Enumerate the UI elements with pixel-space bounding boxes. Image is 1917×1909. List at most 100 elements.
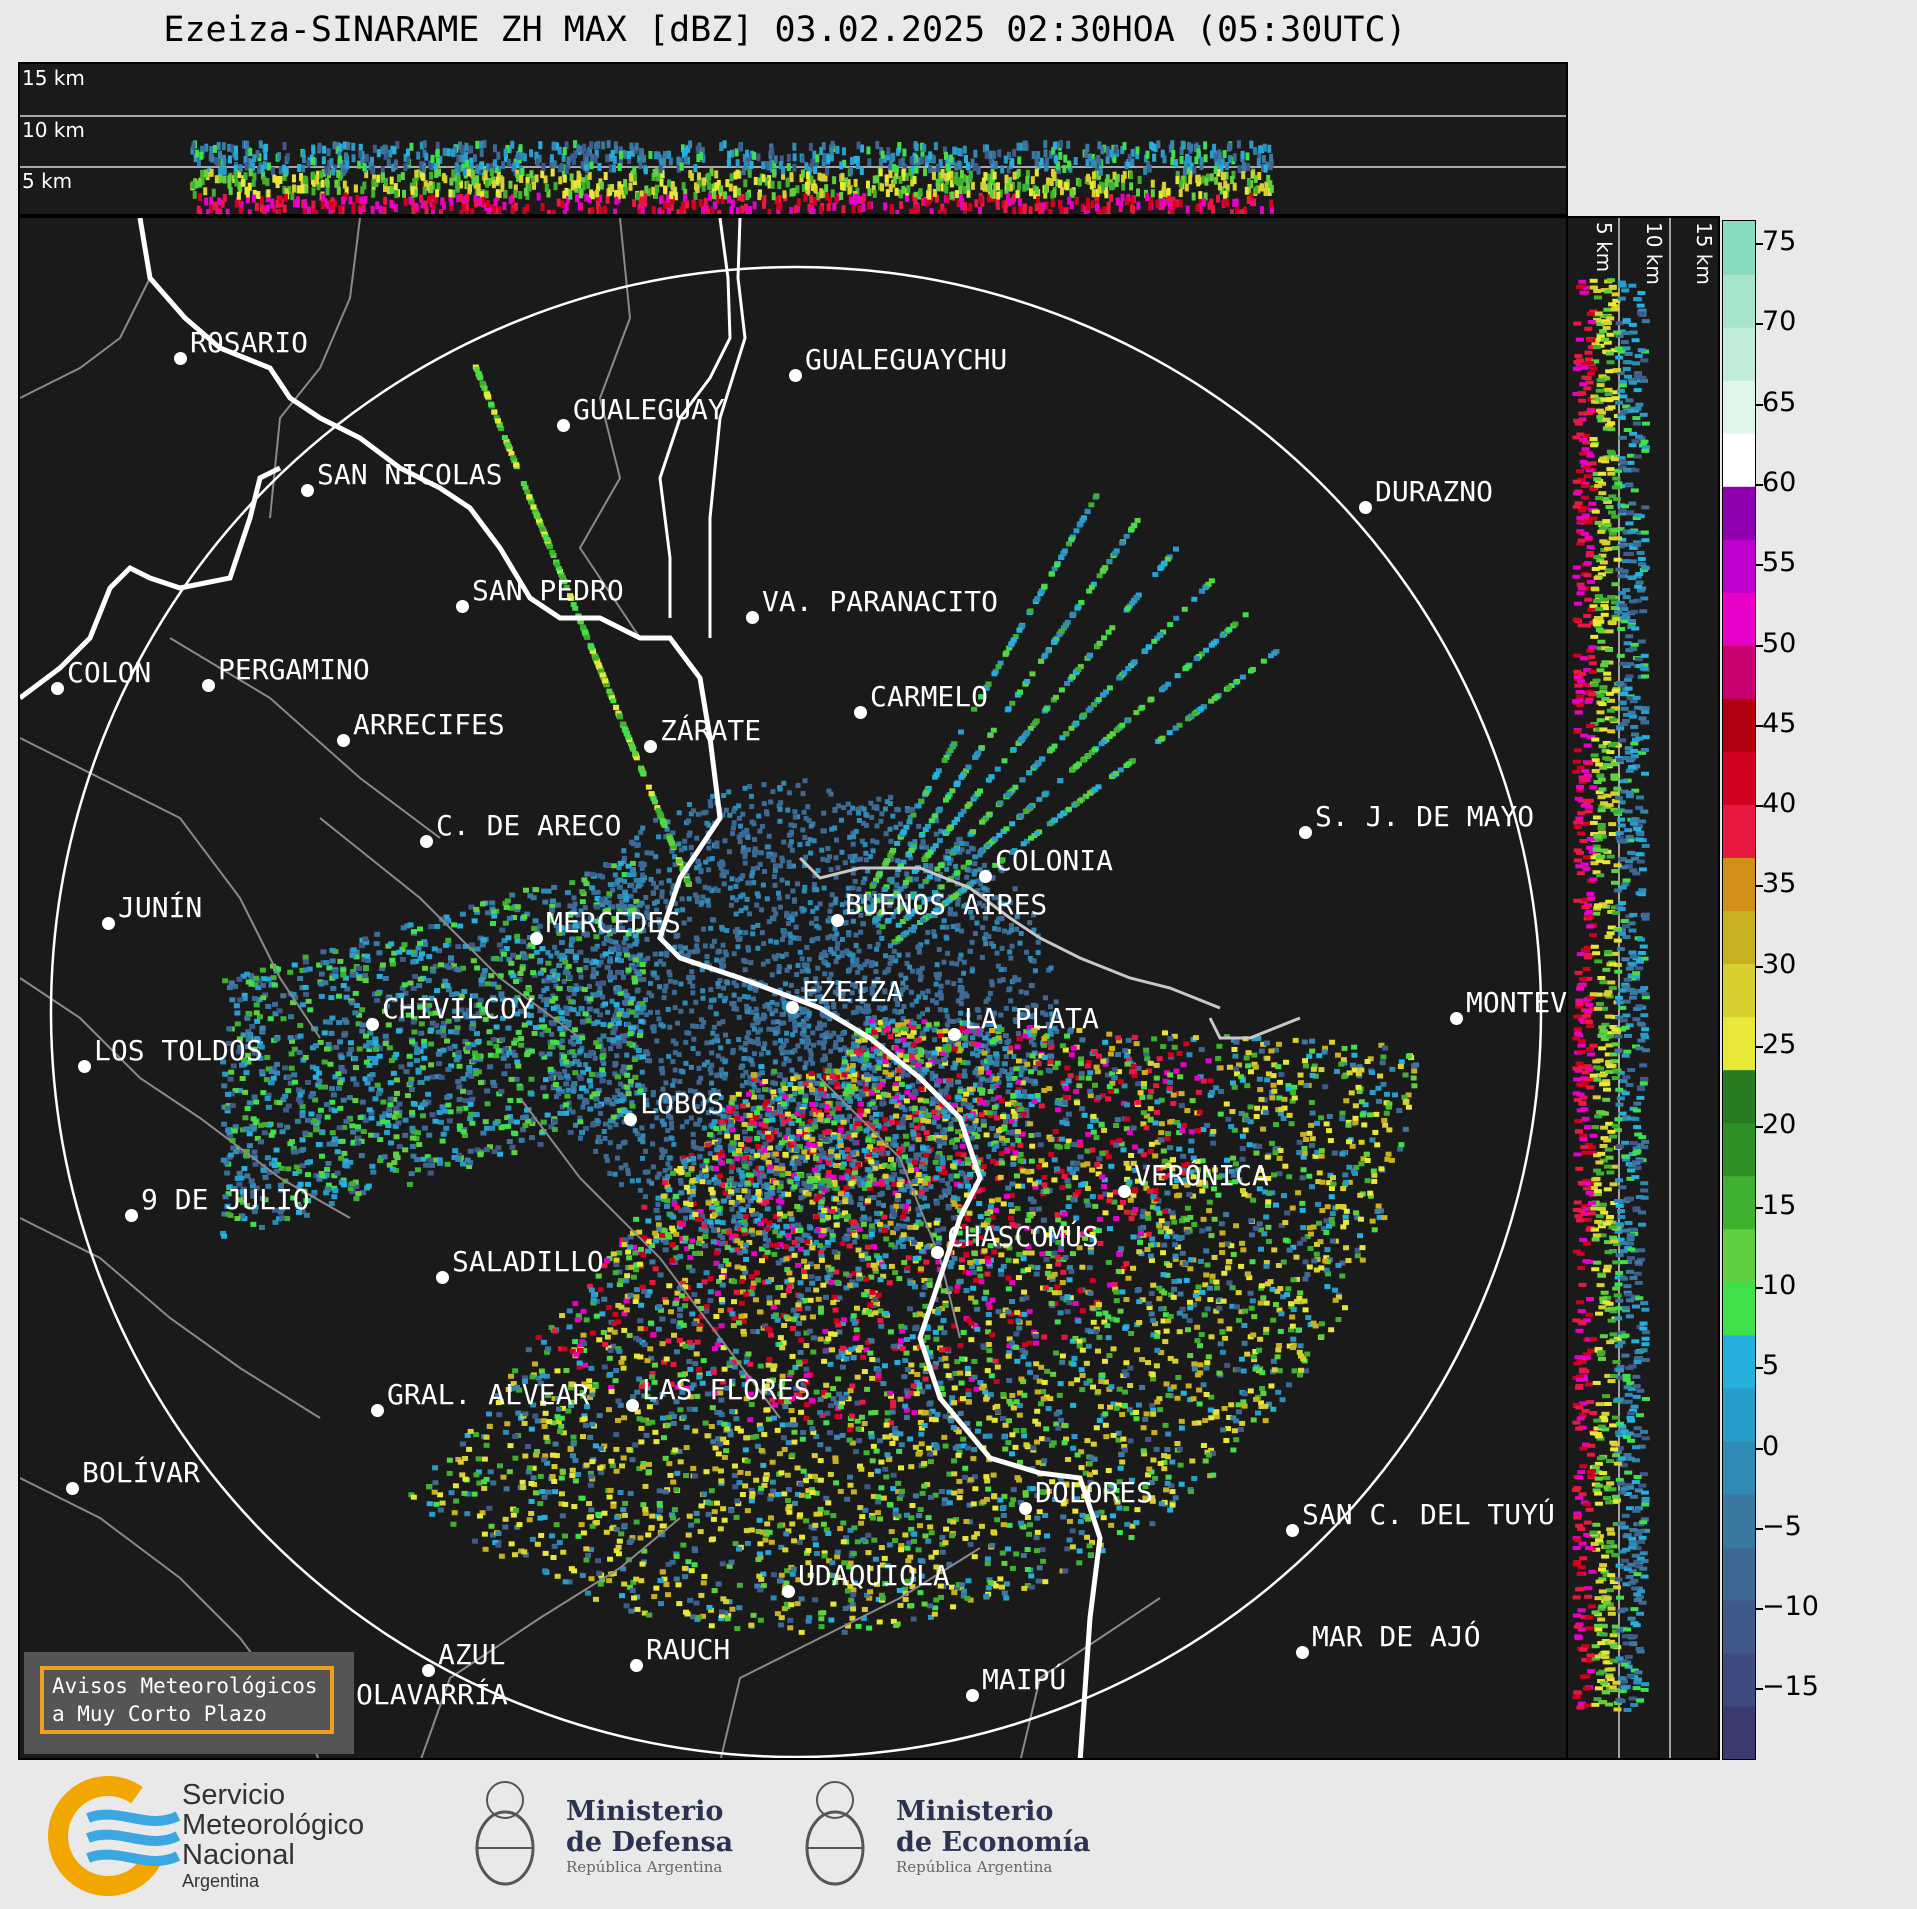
xsec-cell (701, 177, 706, 186)
xsec-cell (695, 184, 700, 193)
xsec-cell (618, 150, 623, 159)
xsec-cell (927, 191, 932, 200)
echo-cell (807, 1235, 813, 1241)
echo-cell (964, 874, 970, 880)
xsec-cell (353, 184, 358, 193)
echo-cell (825, 962, 831, 968)
echo-cell (1003, 1137, 1010, 1143)
echo-cell (743, 930, 749, 936)
xsec-cell (710, 206, 715, 214)
xsec-cell (380, 166, 385, 175)
echo-cell (975, 1052, 981, 1058)
xsec-cell (403, 163, 408, 172)
xsec-cell (587, 171, 592, 180)
echo-cell (954, 961, 960, 967)
echo-cell (662, 1168, 668, 1174)
echo-cell (798, 1195, 804, 1201)
echo-cell (868, 1122, 874, 1128)
echo-cell (874, 839, 880, 845)
xsec-cell (842, 147, 847, 156)
xsec-cell (728, 183, 733, 192)
echo-cell (594, 943, 600, 949)
xsec-cell (1209, 173, 1214, 182)
echo-cell (731, 808, 737, 814)
echo-cell (912, 1312, 919, 1318)
echo-cell (871, 804, 877, 810)
echo-cell (992, 1110, 998, 1116)
echo-cell (547, 1069, 553, 1075)
echo-cell (863, 1003, 869, 1009)
xsec-cell (866, 146, 871, 155)
echo-cell (1012, 975, 1018, 981)
echo-cell (822, 949, 828, 955)
echo-cell (934, 1000, 940, 1006)
xsec-cell (557, 146, 562, 155)
xsec-cell (332, 199, 337, 208)
xsec-cell (479, 149, 484, 158)
echo-cell (741, 982, 747, 988)
echo-cell (793, 924, 799, 930)
xsec-cell (857, 205, 862, 214)
echo-cell (914, 895, 920, 901)
echo-cell (889, 1204, 895, 1210)
echo-cell (699, 967, 705, 973)
xsec-cell (496, 166, 501, 175)
xsec-cell (1143, 166, 1148, 175)
echo-cell (813, 916, 819, 922)
xsec-cell (276, 152, 281, 161)
echo-cell (855, 806, 861, 812)
xsec-cell (1105, 155, 1110, 164)
xsec-cell (743, 179, 748, 188)
echo-cell (637, 1187, 643, 1193)
echo-cell (556, 1540, 563, 1546)
echo-cell (660, 1094, 666, 1100)
echo-cell (812, 873, 818, 879)
echo-cell (829, 1229, 835, 1235)
echo-cell (803, 979, 809, 985)
xsec-cell (1044, 201, 1049, 210)
echo-cell (651, 970, 657, 976)
echo-cell (663, 834, 669, 840)
echo-cell (874, 823, 880, 829)
echo-cell (737, 996, 743, 1002)
xsec-cell (925, 155, 930, 164)
echo-cell (712, 1038, 718, 1044)
xsec-cell (1178, 199, 1183, 208)
echo-cell (876, 929, 882, 935)
echo-cell (805, 1124, 811, 1130)
echo-cell (835, 1132, 842, 1138)
echo-cell (958, 1585, 965, 1591)
xsec-cell (834, 196, 839, 205)
echo-cell (668, 1105, 674, 1111)
echo-cell (745, 994, 751, 1000)
echo-cell (1031, 958, 1037, 964)
xsec-cell (1263, 164, 1268, 173)
xsec-cell (1106, 207, 1111, 214)
xsec-cell (342, 167, 347, 176)
echo-cell (567, 903, 573, 909)
echo-cell (1235, 1402, 1242, 1408)
echo-cell (713, 1099, 719, 1105)
xsec-cell (1098, 167, 1103, 176)
echo-cell (539, 1031, 545, 1037)
echo-cell (731, 1214, 737, 1220)
xsec-cell (464, 202, 469, 211)
echo-cell (752, 836, 758, 842)
echo-cell (658, 1066, 664, 1072)
xsec-cell (1242, 206, 1247, 214)
xsec-cell (1044, 185, 1049, 194)
echo-cell (678, 1008, 684, 1014)
xsec-cell (776, 204, 781, 213)
echo-cell (695, 1051, 701, 1057)
xsec-cell (981, 177, 986, 186)
echo-cell (629, 1178, 635, 1184)
echo-cell (737, 1182, 743, 1188)
xsec-cell (371, 178, 376, 187)
echo-cell (822, 1053, 828, 1059)
xsec-cell (320, 193, 325, 202)
echo-cell (740, 1073, 746, 1079)
xsec-cell (1043, 190, 1048, 199)
xsec-cell (1032, 185, 1037, 194)
xsec-cell (623, 186, 628, 195)
echo-cell (1008, 927, 1014, 933)
